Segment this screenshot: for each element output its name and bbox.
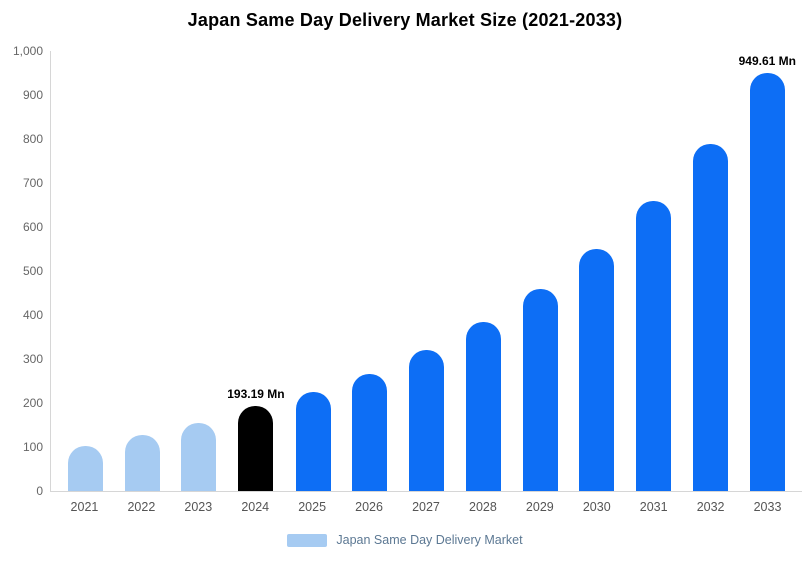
x-tick-label-2022: 2022 bbox=[127, 500, 156, 514]
legend-label: Japan Same Day Delivery Market bbox=[336, 533, 523, 547]
bar-slot-2022 bbox=[114, 51, 171, 491]
y-tick-label: 200 bbox=[22, 396, 43, 410]
x-tick-label-2023: 2023 bbox=[184, 500, 213, 514]
x-tick-label-2024: 2024 bbox=[241, 500, 270, 514]
x-tick-label-2028: 2028 bbox=[469, 500, 497, 514]
bar-slot-2026 bbox=[341, 51, 398, 491]
x-tick-label-2032: 2032 bbox=[696, 500, 725, 514]
bar-2032 bbox=[692, 144, 728, 491]
chart-title: Japan Same Day Delivery Market Size (202… bbox=[187, 10, 623, 30]
y-tick-label: 100 bbox=[22, 440, 43, 454]
x-tick-label-2029: 2029 bbox=[525, 500, 554, 514]
x-tick-label-2030: 2030 bbox=[582, 500, 611, 514]
bar-2025 bbox=[295, 392, 331, 491]
bar-slot-2030 bbox=[568, 51, 625, 491]
y-tick-label: 1,000 bbox=[12, 44, 43, 58]
x-tick-label-2025: 2025 bbox=[298, 500, 327, 514]
y-tick-label: 700 bbox=[22, 176, 43, 190]
y-tick-label: 600 bbox=[22, 220, 43, 234]
bar-2028 bbox=[465, 321, 501, 491]
legend-swatch bbox=[287, 533, 328, 547]
x-tick-label-2027: 2027 bbox=[412, 500, 440, 514]
y-tick-label: 300 bbox=[22, 352, 43, 366]
bar-slot-2023 bbox=[171, 51, 228, 491]
data-label-2024: 193.19 Mn bbox=[227, 387, 285, 401]
y-tick-label: 900 bbox=[22, 88, 43, 102]
bar-2023 bbox=[181, 422, 217, 491]
x-tick-label-2026: 2026 bbox=[355, 500, 383, 514]
x-tick-label-2033: 2033 bbox=[753, 500, 782, 514]
bar-slot-2021 bbox=[57, 51, 114, 491]
x-tick-label-2031: 2031 bbox=[639, 500, 668, 514]
x-axis-labels: 2021 2022 2023 2024 2025 2026 2027 2028 2029 2030… bbox=[50, 500, 802, 514]
y-tick-label: 400 bbox=[22, 308, 43, 322]
bar-2031 bbox=[636, 201, 671, 491]
y-tick-label: 0 bbox=[36, 484, 43, 498]
bar-2026 bbox=[352, 373, 388, 491]
bars-row: 193.19 Mn 949.61 Mn bbox=[51, 51, 802, 491]
bar-slot-2033: 949.61 Mn bbox=[739, 51, 796, 491]
bar-2030 bbox=[579, 249, 615, 491]
bar-2021 bbox=[67, 445, 103, 491]
bar-slot-2028 bbox=[455, 51, 512, 491]
plot-area: 0 100 200 300 400 500 600 700 800 900 1,000 193.19… bbox=[13, 45, 802, 497]
bar-2022 bbox=[124, 434, 160, 491]
bar-2033 bbox=[749, 73, 785, 491]
bar-slot-2029 bbox=[512, 51, 569, 491]
bar-slot-2032 bbox=[682, 51, 739, 491]
y-tick-label: 800 bbox=[22, 132, 43, 146]
bar-slot-2027 bbox=[398, 51, 455, 491]
legend: Japan Same Day Delivery Market bbox=[0, 533, 810, 547]
y-tick-label: 500 bbox=[22, 264, 43, 278]
bar-2024 bbox=[238, 406, 274, 491]
bar-2029 bbox=[522, 288, 558, 491]
x-tick-label-2021: 2021 bbox=[70, 500, 99, 514]
bar-slot-2024: 193.19 Mn bbox=[227, 51, 285, 491]
bar-2027 bbox=[409, 350, 444, 491]
bar-slot-2025 bbox=[285, 51, 342, 491]
bar-slot-2031 bbox=[625, 51, 682, 491]
data-label-2033: 949.61 Mn bbox=[738, 54, 796, 69]
